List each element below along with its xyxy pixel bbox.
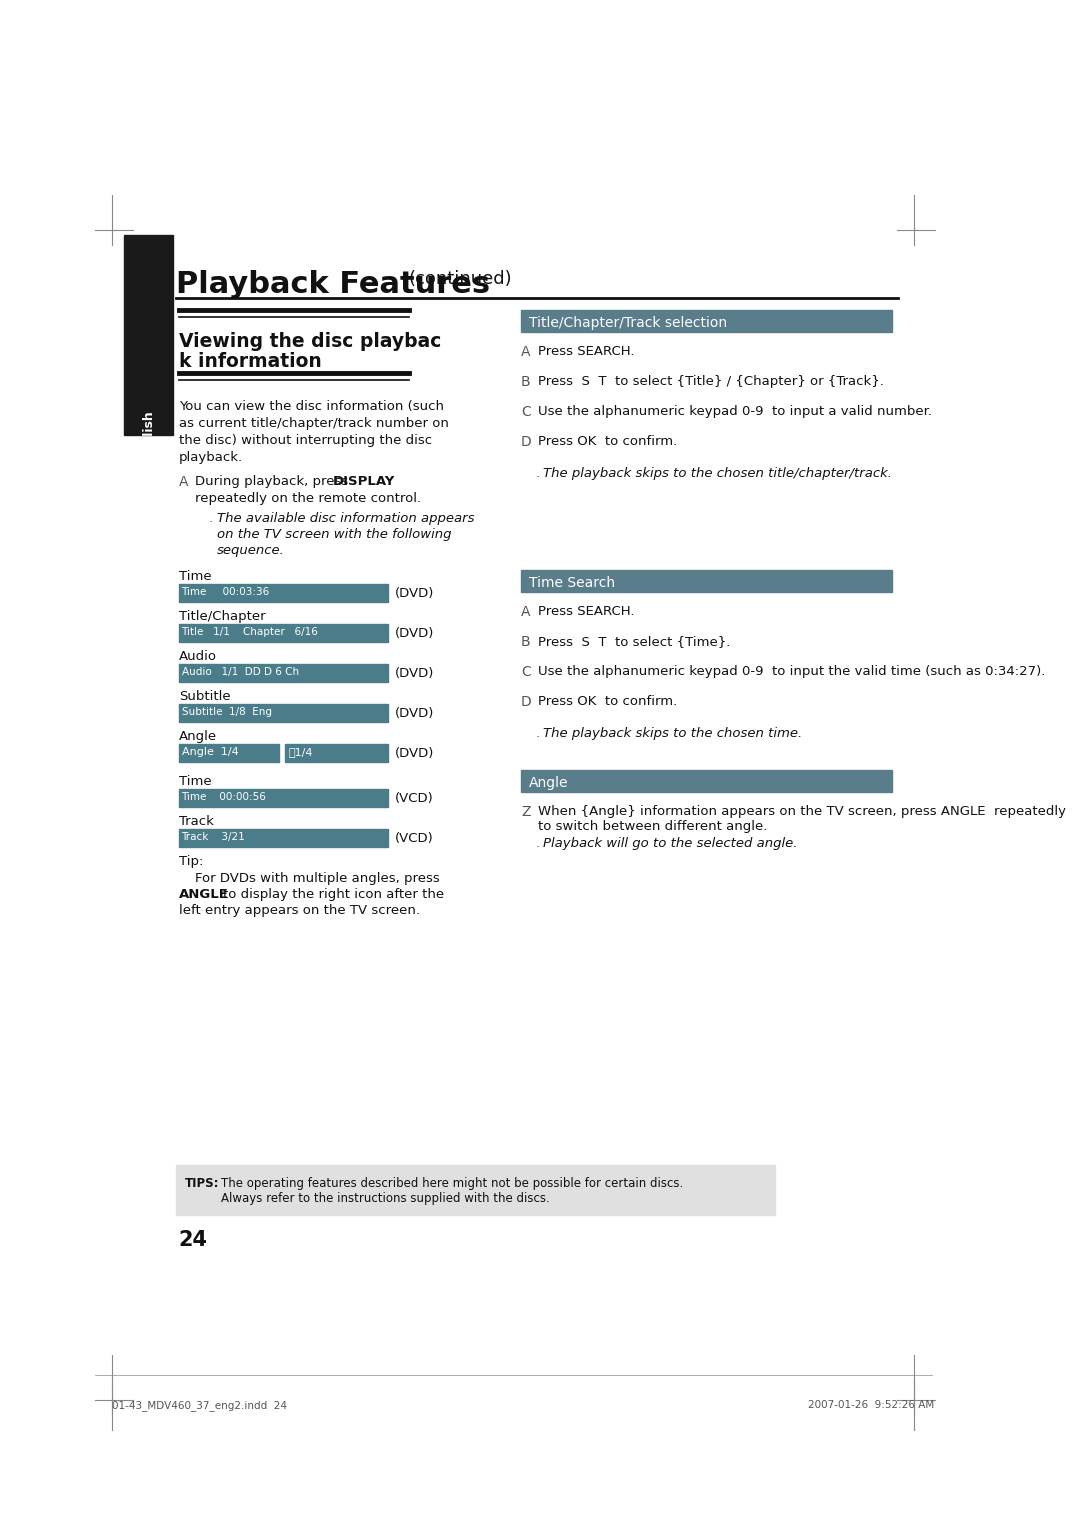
Text: (DVD): (DVD): [394, 707, 434, 721]
Text: Press  S  T  to select {Time}.: Press S T to select {Time}.: [538, 635, 730, 647]
Text: Press SEARCH.: Press SEARCH.: [538, 605, 635, 618]
Text: Always refer to the instructions supplied with the discs.: Always refer to the instructions supplie…: [220, 1193, 550, 1205]
Text: k information: k information: [178, 353, 322, 371]
Bar: [521, 570, 892, 592]
Text: (DVD): (DVD): [394, 667, 434, 680]
Text: (DVD): (DVD): [394, 586, 434, 600]
Text: Angle: Angle: [178, 730, 217, 744]
Text: .: .: [536, 727, 539, 741]
Text: Use the alphanumeric keypad 0-9  to input a valid number.: Use the alphanumeric keypad 0-9 to input…: [538, 405, 932, 418]
Text: .: .: [210, 512, 213, 525]
Bar: [521, 770, 892, 793]
Text: (continued): (continued): [408, 270, 512, 289]
Text: Press OK  to confirm.: Press OK to confirm.: [538, 695, 677, 709]
Text: A: A: [178, 475, 188, 489]
Bar: [176, 1165, 774, 1215]
Text: the disc) without interrupting the disc: the disc) without interrupting the disc: [178, 434, 432, 447]
Text: B: B: [521, 376, 530, 389]
Text: Angle: Angle: [528, 776, 568, 789]
Text: The available disc information appears: The available disc information appears: [217, 512, 474, 525]
Text: (DVD): (DVD): [394, 747, 434, 760]
Bar: [285, 744, 388, 762]
Text: You can view the disc information (such: You can view the disc information (such: [178, 400, 444, 412]
Text: playback.: playback.: [178, 450, 243, 464]
Text: Time: Time: [178, 570, 212, 583]
Text: Track: Track: [178, 815, 214, 828]
Text: Angle  1/4: Angle 1/4: [181, 747, 239, 757]
Text: When {Angle} information appears on the TV screen, press ANGLE  repeatedly to sw: When {Angle} information appears on the …: [538, 805, 1066, 834]
Text: Time Search: Time Search: [528, 576, 615, 589]
Text: D: D: [521, 695, 531, 709]
Text: Time: Time: [178, 776, 212, 788]
Text: ANGLE: ANGLE: [178, 889, 229, 901]
Bar: [178, 583, 388, 602]
Text: .: .: [536, 837, 539, 851]
Text: Time    00:00:56: Time 00:00:56: [181, 793, 267, 802]
Text: (DVD): (DVD): [394, 628, 434, 640]
Text: For DVDs with multiple angles, press: For DVDs with multiple angles, press: [194, 872, 440, 886]
Text: Z: Z: [521, 805, 530, 818]
Text: Tip:: Tip:: [178, 855, 203, 867]
Bar: [178, 829, 388, 847]
Text: A: A: [521, 605, 530, 618]
Bar: [178, 744, 279, 762]
Text: C: C: [521, 405, 530, 418]
Text: D: D: [521, 435, 531, 449]
Text: repeatedly on the remote control.: repeatedly on the remote control.: [194, 492, 421, 505]
Bar: [178, 704, 388, 722]
Text: 01-43_MDV460_37_eng2.indd  24: 01-43_MDV460_37_eng2.indd 24: [112, 1400, 287, 1411]
Text: sequence.: sequence.: [217, 544, 285, 557]
Text: Track    3/21: Track 3/21: [181, 832, 245, 841]
Bar: [178, 664, 388, 683]
Text: The playback skips to the chosen title/chapter/track.: The playback skips to the chosen title/c…: [543, 467, 892, 479]
Text: Subtitle: Subtitle: [178, 690, 230, 702]
Text: During playback, press: During playback, press: [194, 475, 352, 489]
Text: to display the right icon after the: to display the right icon after the: [224, 889, 445, 901]
Bar: [178, 625, 388, 641]
Text: Viewing the disc playbac: Viewing the disc playbac: [178, 331, 441, 351]
Text: (VCD): (VCD): [394, 793, 433, 805]
Bar: [123, 235, 173, 435]
Text: Playback Features: Playback Features: [176, 270, 490, 299]
Text: TIPS:: TIPS:: [186, 1177, 220, 1190]
Text: 1/4: 1/4: [288, 747, 312, 757]
Bar: [521, 310, 892, 331]
Text: Title   1/1    Chapter   6/16: Title 1/1 Chapter 6/16: [181, 628, 319, 637]
Text: as current title/chapter/track number on: as current title/chapter/track number on: [178, 417, 448, 431]
Text: DISPLAY: DISPLAY: [333, 475, 395, 489]
Text: English: English: [141, 409, 154, 460]
Text: Time     00:03:36: Time 00:03:36: [181, 586, 270, 597]
Text: A: A: [521, 345, 530, 359]
Text: The playback skips to the chosen time.: The playback skips to the chosen time.: [543, 727, 802, 741]
Text: Press  S  T  to select {Title} / {Chapter} or {Track}.: Press S T to select {Title} / {Chapter} …: [538, 376, 883, 388]
Text: 24: 24: [178, 1231, 207, 1251]
Text: Audio: Audio: [178, 651, 217, 663]
Text: .: .: [536, 467, 539, 479]
Text: left entry appears on the TV screen.: left entry appears on the TV screen.: [178, 904, 420, 918]
Text: on the TV screen with the following: on the TV screen with the following: [217, 528, 451, 541]
Text: C: C: [521, 664, 530, 680]
Text: Press OK  to confirm.: Press OK to confirm.: [538, 435, 677, 447]
Text: Title/Chapter/Track selection: Title/Chapter/Track selection: [528, 316, 727, 330]
Text: Audio   1/1  DD D 6 Ch: Audio 1/1 DD D 6 Ch: [181, 667, 299, 676]
Text: 2007-01-26  9:52:26 AM: 2007-01-26 9:52:26 AM: [808, 1400, 934, 1409]
Text: B: B: [521, 635, 530, 649]
Bar: [178, 789, 388, 806]
Text: Subtitle  1/8  Eng: Subtitle 1/8 Eng: [181, 707, 271, 718]
Text: Press SEARCH.: Press SEARCH.: [538, 345, 635, 357]
Text: The operating features described here might not be possible for certain discs.: The operating features described here mi…: [220, 1177, 683, 1190]
Text: (VCD): (VCD): [394, 832, 433, 844]
Text: Use the alphanumeric keypad 0-9  to input the valid time (such as 0:34:27).: Use the alphanumeric keypad 0-9 to input…: [538, 664, 1045, 678]
Text: Playback will go to the selected angle.: Playback will go to the selected angle.: [543, 837, 797, 851]
Text: Title/Chapter: Title/Chapter: [178, 609, 266, 623]
